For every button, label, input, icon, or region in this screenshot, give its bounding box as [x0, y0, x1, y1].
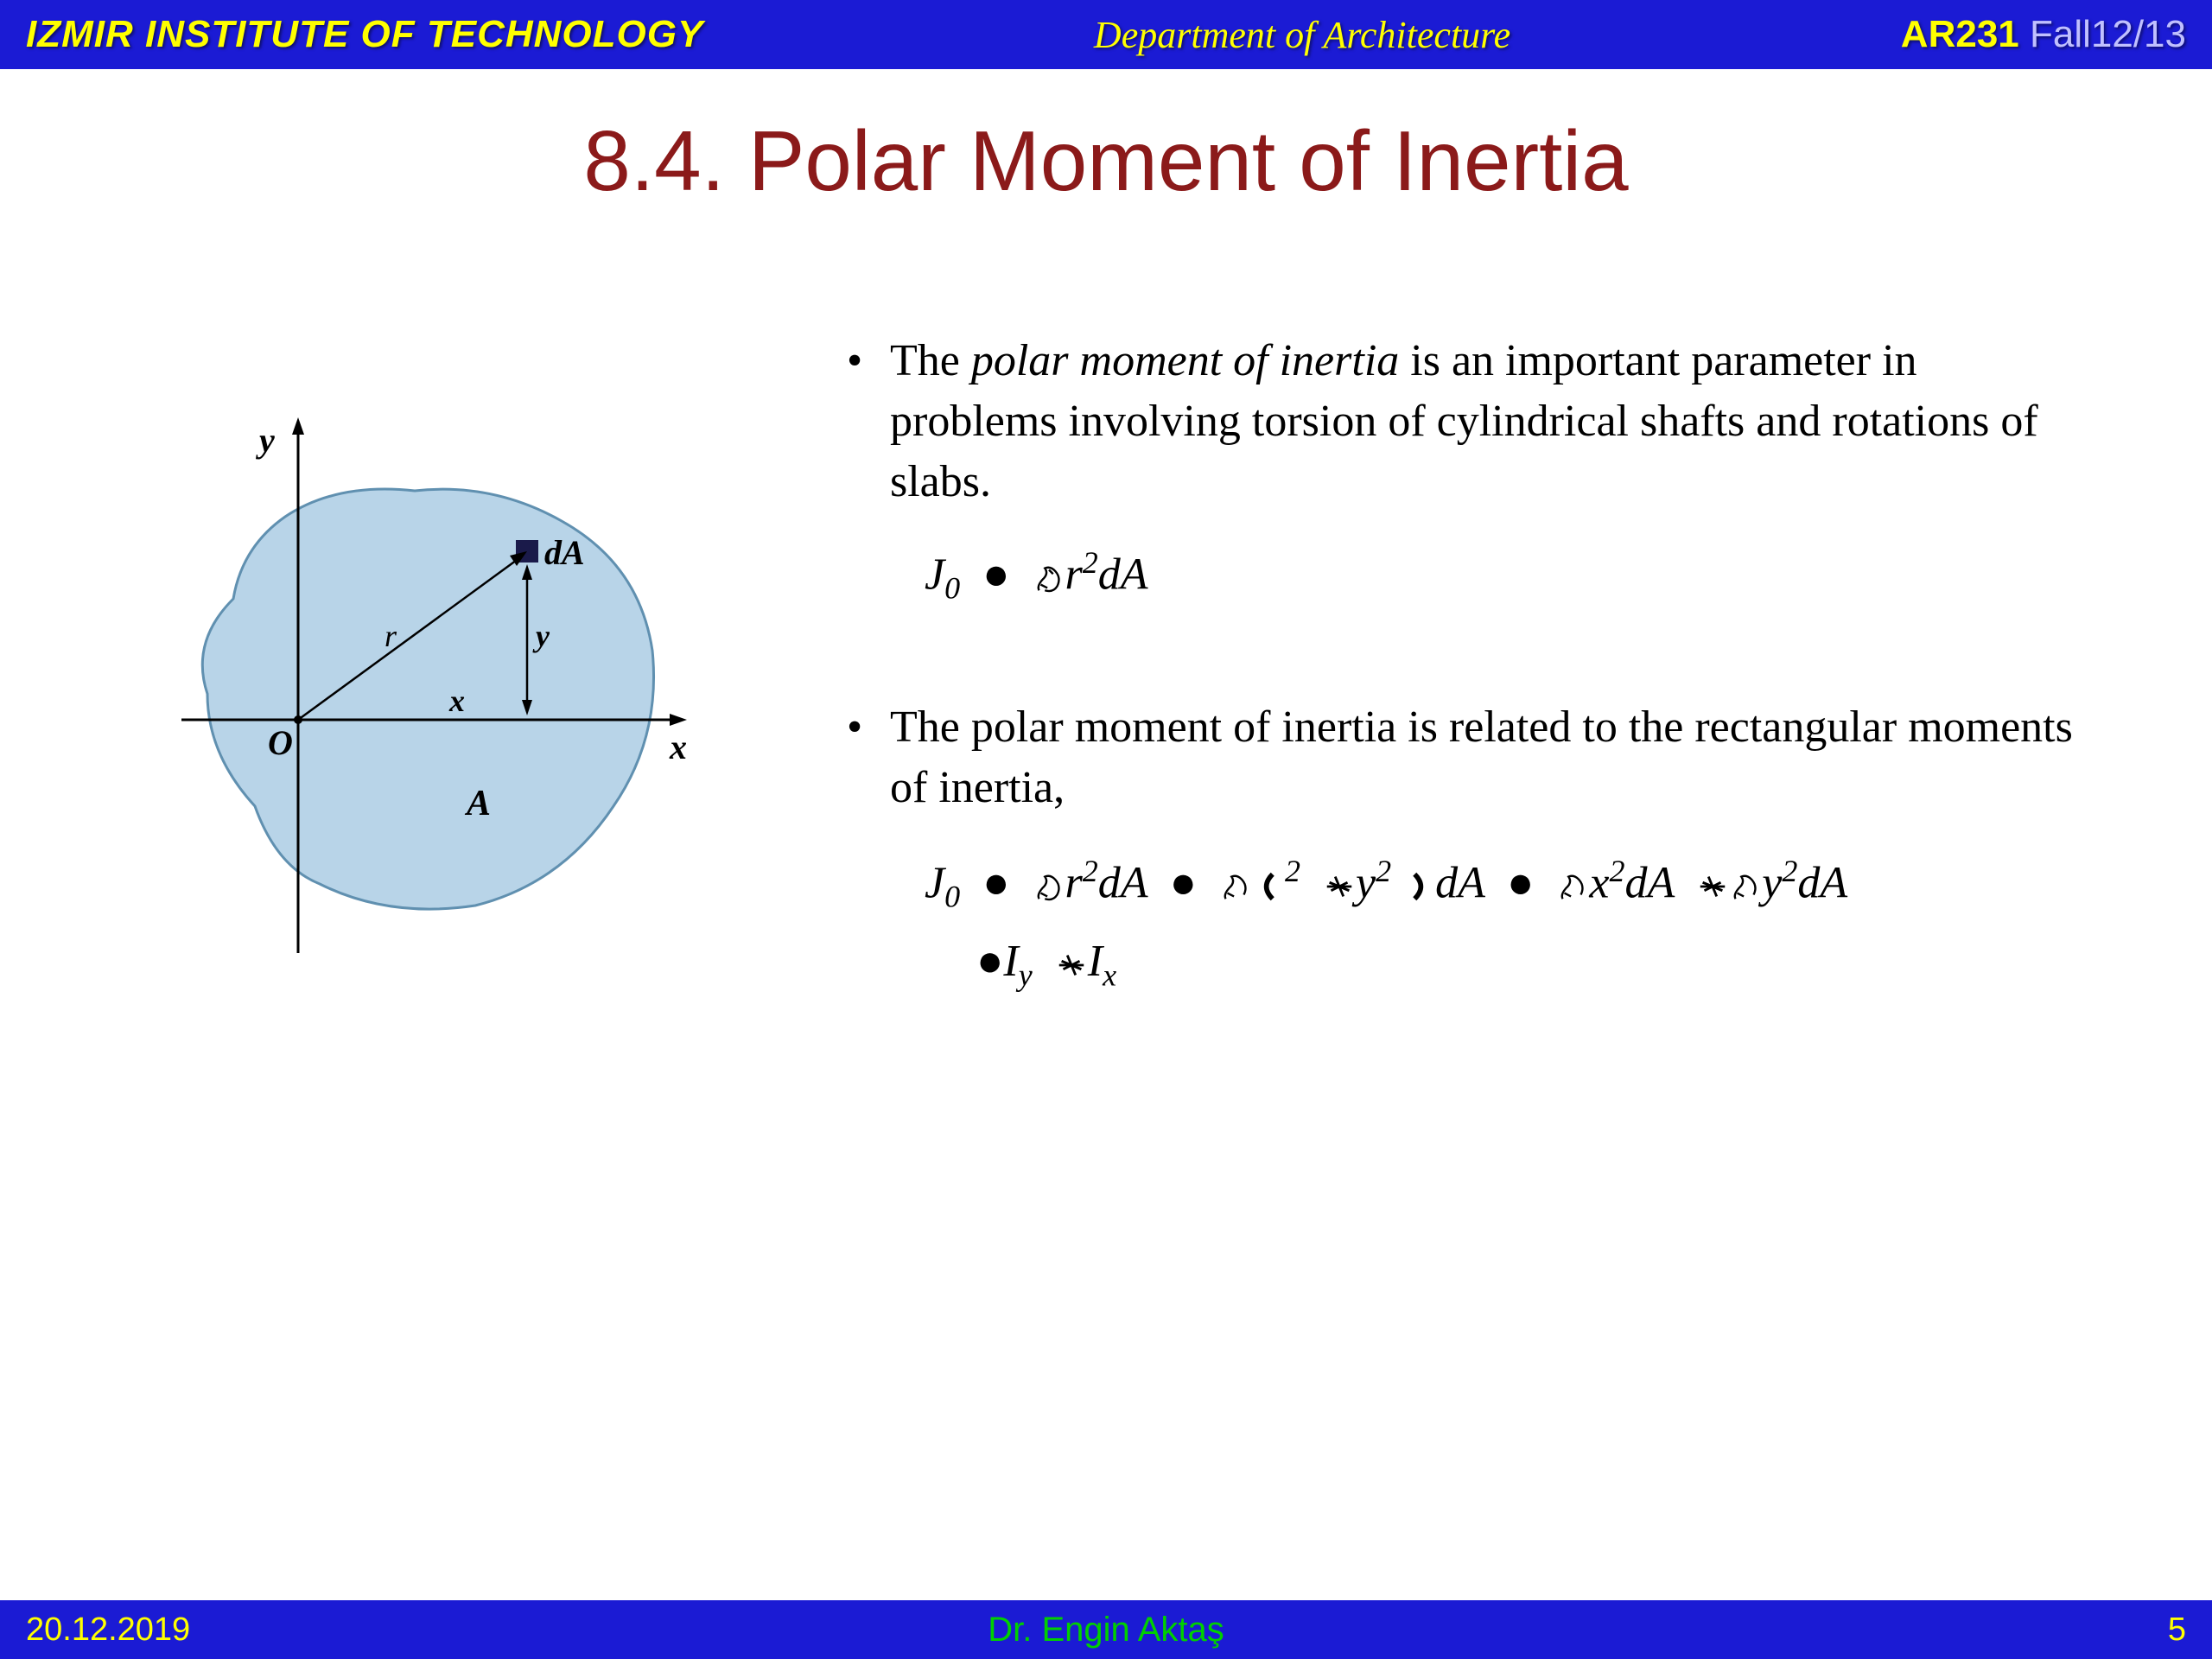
origin-label: O: [268, 723, 293, 762]
equation-2: J0 ● r2dA ● 2 y2 dA ● x2dA y2dA ●Iy Ix: [925, 845, 2091, 1001]
eq2-J: J: [925, 858, 944, 907]
slide-title: 8.4. Polar Moment of Inertia: [0, 112, 2212, 210]
eq2-Iy: I: [1003, 937, 1018, 986]
eq2-bullet4: ●: [976, 937, 1003, 986]
eq2-bullet3: ●: [1507, 858, 1534, 907]
eq2-line1: J0 ● r2dA ● 2 y2 dA ● x2dA y2dA: [925, 845, 2091, 924]
semester: Fall12/13: [2019, 13, 2186, 55]
eq2-suby: y: [1019, 957, 1033, 992]
eq2-dA2: dA: [1435, 858, 1484, 907]
x-coord-label: x: [448, 683, 465, 718]
x-axis-arrow: [670, 714, 687, 726]
area-blob: [202, 489, 653, 909]
integral-scribble-2: [1033, 870, 1065, 903]
bullet-1-text: The polar moment of inertia is an import…: [847, 331, 2091, 513]
bullet-section-2: The polar moment of inertia is related t…: [847, 697, 2091, 1001]
eq1-sup2: 2: [1083, 545, 1098, 580]
institute-name: IZMIR INSTITUTE OF TECHNOLOGY: [26, 13, 703, 56]
eq2-y: y: [1356, 858, 1376, 907]
y-axis-arrow: [292, 417, 304, 435]
plus-scribble-3: [1055, 949, 1088, 982]
eq2-x2: x: [1589, 858, 1609, 907]
paren-scribble-l: [1252, 870, 1285, 903]
diagram-column: y x O dA r y x A: [35, 331, 812, 1088]
eq1-sub0: 0: [944, 570, 960, 605]
footer-date: 20.12.2019: [26, 1611, 190, 1649]
course-code: AR231: [1901, 13, 2019, 55]
inertia-diagram: y x O dA r y x A: [147, 400, 700, 1005]
text-column: The polar moment of inertia is an import…: [812, 331, 2177, 1088]
eq2-subx: x: [1103, 957, 1116, 992]
integral-scribble-3: [1219, 870, 1252, 903]
eq2-dA1: dA: [1098, 858, 1147, 907]
content-row: y x O dA r y x A: [0, 331, 2212, 1088]
eq2-line2: ●Iy Ix: [976, 924, 2091, 1002]
bullet-2-text: The polar moment of inertia is related t…: [847, 697, 2091, 818]
eq2-Ix: I: [1088, 937, 1103, 986]
paren-scribble-r: [1402, 870, 1435, 903]
eq2-sup2d: 2: [1609, 854, 1624, 888]
eq2-r: r: [1065, 858, 1083, 907]
r-label: r: [385, 619, 397, 653]
eq2-sup2b: 2: [1285, 854, 1300, 888]
origin-dot: [294, 715, 302, 724]
y-coord-label: y: [532, 619, 550, 653]
eq2-y2: y: [1762, 858, 1782, 907]
eq2-sub0: 0: [944, 879, 960, 913]
bullet1-em: polar moment of inertia: [971, 336, 1399, 385]
y-axis-label: y: [256, 421, 275, 460]
eq2-bullet1: ●: [982, 858, 1009, 907]
eq2-sup2e: 2: [1782, 854, 1797, 888]
equation-1: J0 ● r2dA: [925, 539, 2091, 612]
eq2-dA4: dA: [1797, 858, 1847, 907]
bullet-section-1: The polar moment of inertia is an import…: [847, 331, 2091, 611]
plus-scribble-2: [1696, 870, 1729, 903]
footer-author: Dr. Engin Aktaş: [988, 1611, 1224, 1649]
eq1-dA: dA: [1098, 550, 1148, 599]
eq2-dA3: dA: [1624, 858, 1674, 907]
integral-scribble-1: [1033, 562, 1065, 594]
footer-page: 5: [2168, 1611, 2186, 1649]
bullet1-pre: The: [890, 336, 971, 385]
course-info: AR231 Fall12/13: [1901, 13, 2186, 56]
integral-scribble-4: [1556, 870, 1589, 903]
eq1-bullet: ●: [982, 550, 1009, 599]
dA-label: dA: [544, 533, 585, 572]
eq1-r: r: [1065, 550, 1083, 599]
eq2-bullet2: ●: [1170, 858, 1197, 907]
area-label: A: [464, 784, 491, 823]
department-name: Department of Architecture: [1094, 13, 1510, 57]
integral-scribble-5: [1729, 870, 1762, 903]
header-bar: IZMIR INSTITUTE OF TECHNOLOGY Department…: [0, 0, 2212, 69]
x-axis-label: x: [669, 728, 687, 766]
eq1-J: J: [925, 550, 944, 599]
eq2-sup2c: 2: [1376, 854, 1391, 888]
eq2-sup2a: 2: [1083, 854, 1098, 888]
plus-scribble-1: [1323, 870, 1356, 903]
footer-bar: 20.12.2019 Dr. Engin Aktaş 5: [0, 1600, 2212, 1659]
